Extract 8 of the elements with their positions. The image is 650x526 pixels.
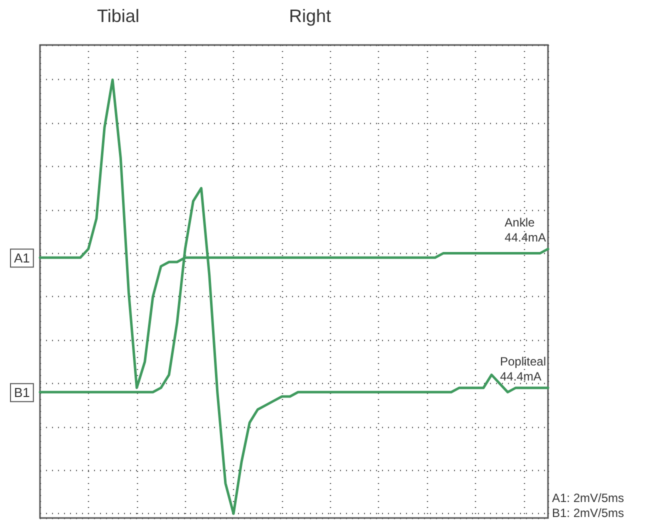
chart-subtitle: Right: [289, 6, 332, 26]
series-label: A1: [14, 250, 30, 266]
text: A1: 2mV/5ms: [552, 491, 624, 505]
annotation: Popliteal 44.4mA: [500, 354, 546, 384]
text: B1: 2mV/5ms: [552, 506, 624, 520]
chart-title: Tibial: [97, 6, 140, 26]
series-label: B1: [14, 385, 30, 400]
annotation: Ankle 44.4mA: [504, 215, 546, 244]
